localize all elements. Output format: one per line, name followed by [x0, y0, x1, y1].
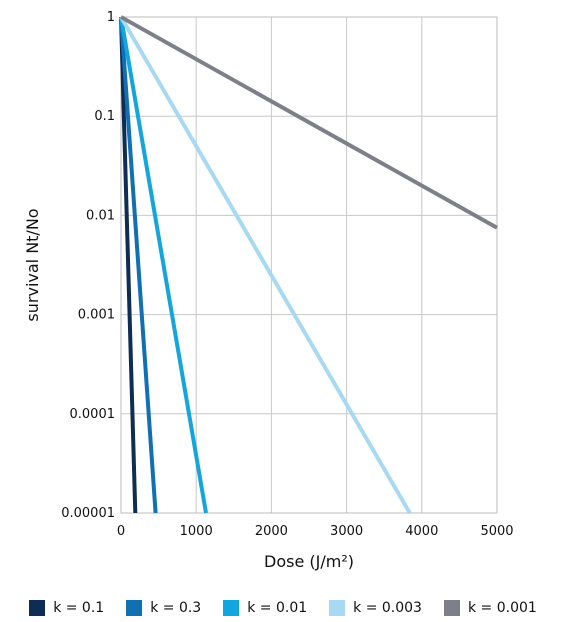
series-line-1	[119, 16, 158, 514]
x-tick-label: 2000	[255, 524, 288, 539]
legend-label: k = 0.1	[53, 600, 105, 616]
legend-swatch	[329, 600, 346, 616]
legend-swatch	[126, 600, 143, 616]
legend-swatch	[29, 600, 46, 616]
legend-item: k = 0.001	[443, 600, 537, 616]
legend-label: k = 0.3	[150, 600, 202, 616]
x-tick-label: 0	[117, 524, 125, 539]
x-tick-label: 3000	[330, 524, 363, 539]
series-lines	[119, 15, 498, 515]
x-axis-ticks: 0 1000 2000 3000 4000 5000	[117, 524, 514, 539]
y-tick-label: 0.0001	[70, 407, 116, 422]
legend-label: k = 0.003	[353, 600, 422, 616]
series-line-4	[120, 15, 498, 230]
series-line-0	[119, 16, 138, 514]
legend-item: k = 0.01	[223, 600, 307, 616]
y-axis-ticks: 1 0.1 0.01 0.001 0.0001 0.00001	[61, 10, 115, 521]
y-tick-label: 0.001	[78, 308, 115, 323]
grid-lines	[120, 16, 498, 514]
survival-chart: 0 1000 2000 3000 4000 5000 1 0.1 0.01 0.001 0.000…	[23, 10, 514, 571]
y-tick-label: 0.1	[94, 109, 115, 124]
plot-frame	[120, 16, 498, 514]
legend-item: k = 0.1	[29, 600, 104, 616]
x-tick-label: 4000	[405, 524, 438, 539]
legend-label: k = 0.001	[467, 600, 537, 616]
series-line-2	[119, 16, 208, 514]
x-tick-label: 5000	[480, 524, 513, 539]
legend-label: k = 0.01	[247, 600, 308, 616]
legend-item: k = 0.003	[329, 600, 422, 616]
series-line-3	[119, 15, 412, 515]
y-tick-label: 0.01	[86, 208, 115, 223]
legend-swatch	[443, 600, 460, 616]
x-tick-label: 1000	[180, 524, 213, 539]
legend-swatch	[223, 600, 240, 616]
y-axis-label: survival Nt/No	[23, 208, 42, 321]
legend: k = 0.1 k = 0.3 k = 0.01 k = 0.003 k = 0.001	[0, 598, 566, 618]
x-axis-label: Dose (J/m²)	[264, 552, 354, 571]
y-tick-label: 1	[107, 10, 115, 25]
legend-item: k = 0.3	[126, 600, 201, 616]
y-tick-label: 0.00001	[61, 506, 115, 521]
